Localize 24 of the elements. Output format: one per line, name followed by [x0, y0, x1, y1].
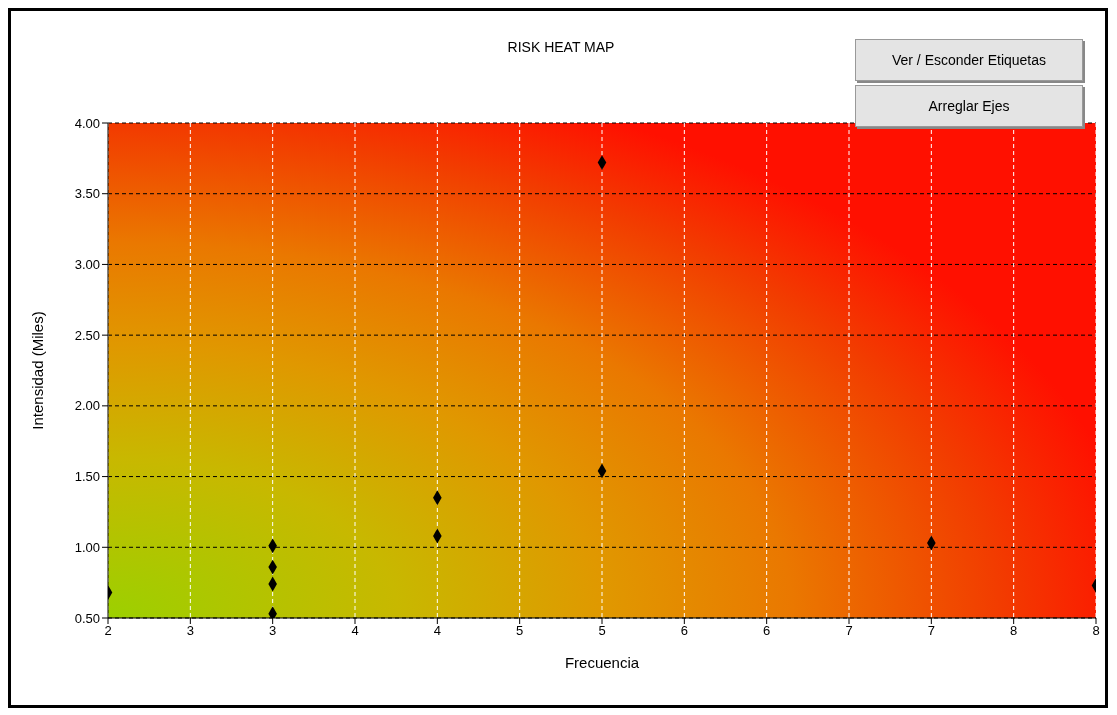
x-tick-label: 4	[433, 623, 441, 639]
x-tick-label: 3	[186, 623, 194, 639]
x-tick-label: 7	[927, 623, 935, 639]
x-tick-label: 6	[763, 623, 771, 639]
y-tick-label: 1.00	[74, 539, 100, 555]
y-tick-label: 2.00	[74, 398, 100, 414]
y-tick-label: 3.00	[74, 257, 100, 273]
y-tick-label: 2.50	[74, 327, 100, 343]
x-axis-title: Frecuencia	[564, 654, 640, 671]
x-tick-label: 6	[680, 623, 688, 639]
x-tick-label: 8	[1010, 623, 1018, 639]
y-axis-title: Intensidad (Miles)	[29, 311, 47, 430]
x-tick-label: 5	[598, 623, 606, 639]
y-tick-label: 1.50	[74, 469, 100, 485]
x-tick-label: 4	[351, 623, 359, 639]
x-tick-label: 8	[1092, 623, 1100, 639]
y-tick-label: 0.50	[74, 610, 100, 626]
x-tick-label: 7	[845, 623, 853, 639]
x-tick-label: 5	[516, 623, 524, 639]
y-tick-label: 4.00	[74, 115, 100, 131]
x-tick-label: 3	[269, 623, 277, 639]
x-tick-label: 2	[104, 623, 112, 639]
chart-title: RISK HEAT MAP	[507, 39, 615, 55]
y-tick-label: 3.50	[74, 186, 100, 202]
